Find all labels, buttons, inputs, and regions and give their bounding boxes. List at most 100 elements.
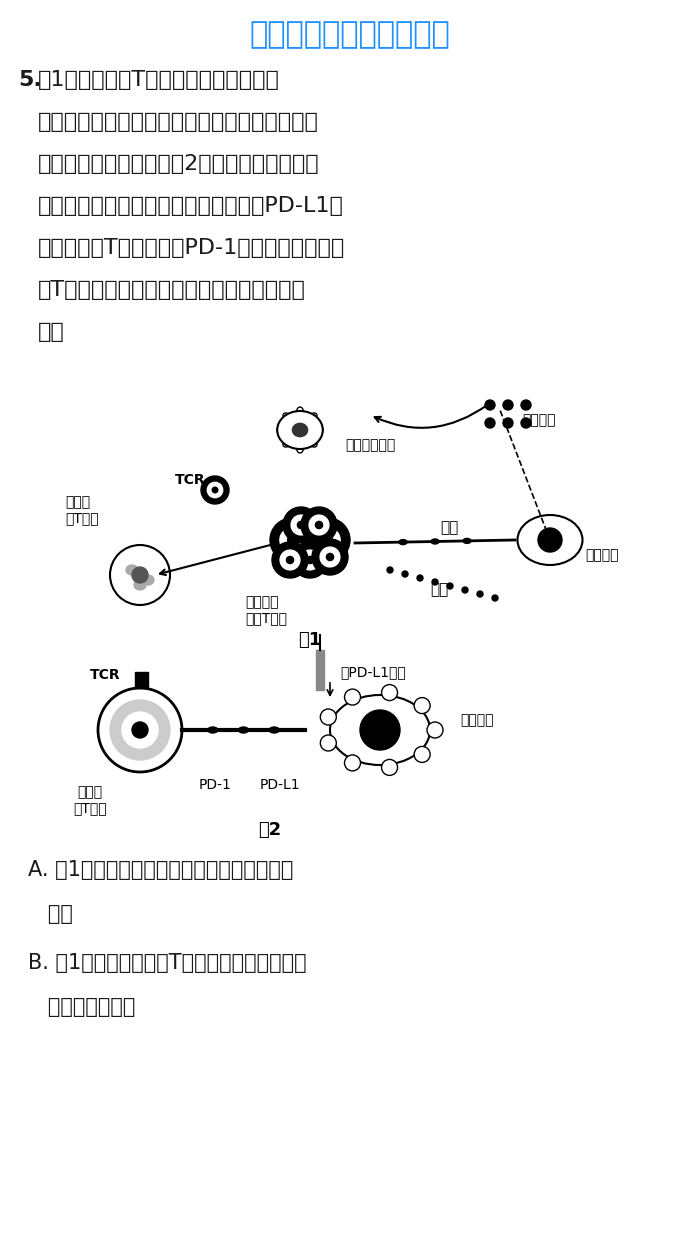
Ellipse shape <box>431 539 439 544</box>
Ellipse shape <box>270 727 279 733</box>
Ellipse shape <box>126 565 138 575</box>
Circle shape <box>503 418 513 428</box>
Circle shape <box>292 542 328 578</box>
Text: 微信公众号关注趣找答案: 微信公众号关注趣找答案 <box>250 20 450 48</box>
Text: PD-L1: PD-L1 <box>260 778 300 792</box>
Circle shape <box>270 517 314 562</box>
Circle shape <box>521 400 531 410</box>
Circle shape <box>298 532 322 557</box>
Circle shape <box>300 550 320 570</box>
Text: 的是: 的是 <box>38 321 64 343</box>
Ellipse shape <box>517 515 582 565</box>
Circle shape <box>321 709 336 725</box>
Circle shape <box>212 488 218 493</box>
Circle shape <box>306 541 314 550</box>
Circle shape <box>320 547 340 567</box>
Circle shape <box>344 755 360 771</box>
Text: 图1为细胞毒性T细胞通过表面受体识别: 图1为细胞毒性T细胞通过表面受体识别 <box>38 69 280 91</box>
Text: 图1: 图1 <box>298 630 321 649</box>
Text: 肿瘤细胞: 肿瘤细胞 <box>460 714 494 727</box>
Circle shape <box>316 521 323 529</box>
Text: PD-1: PD-1 <box>199 778 232 792</box>
Circle shape <box>122 712 158 748</box>
Circle shape <box>402 571 408 577</box>
Ellipse shape <box>208 727 218 733</box>
Ellipse shape <box>239 727 248 733</box>
Polygon shape <box>135 671 148 688</box>
Circle shape <box>98 688 182 772</box>
Circle shape <box>288 536 296 545</box>
Circle shape <box>280 550 300 570</box>
Ellipse shape <box>330 695 430 764</box>
Polygon shape <box>316 650 324 690</box>
Circle shape <box>521 418 531 428</box>
Circle shape <box>382 759 398 776</box>
Text: 抗原: 抗原 <box>28 903 73 925</box>
Circle shape <box>503 400 513 410</box>
Circle shape <box>110 545 170 606</box>
Text: 细胞毒
性T细胞: 细胞毒 性T细胞 <box>74 786 107 815</box>
Ellipse shape <box>399 540 407 545</box>
Text: 5.: 5. <box>18 69 42 91</box>
Text: 与细胞毒性T细胞表面的PD-1结合，抑制细胞毒: 与细胞毒性T细胞表面的PD-1结合，抑制细胞毒 <box>38 238 345 258</box>
Circle shape <box>301 508 337 544</box>
Text: 图2: 图2 <box>258 822 281 839</box>
Ellipse shape <box>297 443 303 453</box>
Text: A. 图1中抗原呈递细胞通过胞吞方式摄取肿瘤: A. 图1中抗原呈递细胞通过胞吞方式摄取肿瘤 <box>28 860 293 880</box>
Ellipse shape <box>142 575 154 585</box>
Circle shape <box>414 746 430 762</box>
Circle shape <box>110 700 170 759</box>
Circle shape <box>312 539 348 575</box>
Circle shape <box>298 521 304 529</box>
Circle shape <box>344 689 360 705</box>
Circle shape <box>462 587 468 593</box>
Text: 性T细胞活化，从而逃避攻击。下列说法错误: 性T细胞活化，从而逃避攻击。下列说法错误 <box>38 280 306 300</box>
Circle shape <box>309 515 329 535</box>
Circle shape <box>316 527 340 552</box>
Text: 毒素: 毒素 <box>430 582 448 597</box>
Circle shape <box>477 591 483 597</box>
Circle shape <box>272 542 308 578</box>
Text: 细胞毒
性T细胞: 细胞毒 性T细胞 <box>65 495 99 525</box>
Ellipse shape <box>283 439 291 447</box>
Circle shape <box>538 527 562 552</box>
Circle shape <box>485 400 495 410</box>
Ellipse shape <box>277 411 323 449</box>
Circle shape <box>323 536 332 545</box>
Circle shape <box>132 567 148 583</box>
Circle shape <box>427 722 443 738</box>
Text: 肿瘤细胞: 肿瘤细胞 <box>585 549 619 562</box>
Text: 肿瘤抗原: 肿瘤抗原 <box>522 413 556 427</box>
Circle shape <box>447 583 453 589</box>
Circle shape <box>414 697 430 714</box>
Ellipse shape <box>309 439 317 447</box>
Circle shape <box>207 483 223 498</box>
Circle shape <box>283 508 319 544</box>
Circle shape <box>492 594 498 601</box>
Circle shape <box>286 556 293 563</box>
Text: 新的细胞
毒性T细胞: 新的细胞 毒性T细胞 <box>245 594 287 625</box>
Circle shape <box>201 477 229 504</box>
Text: 疫逃逸机制示意图。肿瘤细胞大量表达PD-L1，: 疫逃逸机制示意图。肿瘤细胞大量表达PD-L1， <box>38 196 344 216</box>
Text: TCR: TCR <box>175 473 206 486</box>
Text: 击肿瘤细胞的示意图。图2为肿瘤细胞的一种免: 击肿瘤细胞的示意图。图2为肿瘤细胞的一种免 <box>38 154 320 174</box>
Circle shape <box>326 553 334 561</box>
Circle shape <box>382 685 398 701</box>
Text: 抗原呈递细胞: 抗原呈递细胞 <box>345 438 396 452</box>
Ellipse shape <box>309 413 317 421</box>
Circle shape <box>432 580 438 585</box>
Circle shape <box>306 517 350 562</box>
Circle shape <box>280 527 304 552</box>
Circle shape <box>291 515 311 535</box>
Circle shape <box>321 735 336 751</box>
Circle shape <box>485 418 495 428</box>
Ellipse shape <box>463 539 471 544</box>
Ellipse shape <box>283 413 291 421</box>
Ellipse shape <box>134 580 146 589</box>
Ellipse shape <box>293 423 307 437</box>
Ellipse shape <box>134 570 146 580</box>
Text: 抗原的肿瘤细胞: 抗原的肿瘤细胞 <box>28 997 135 1018</box>
Circle shape <box>417 575 423 581</box>
Circle shape <box>307 556 314 563</box>
Circle shape <box>360 710 400 750</box>
